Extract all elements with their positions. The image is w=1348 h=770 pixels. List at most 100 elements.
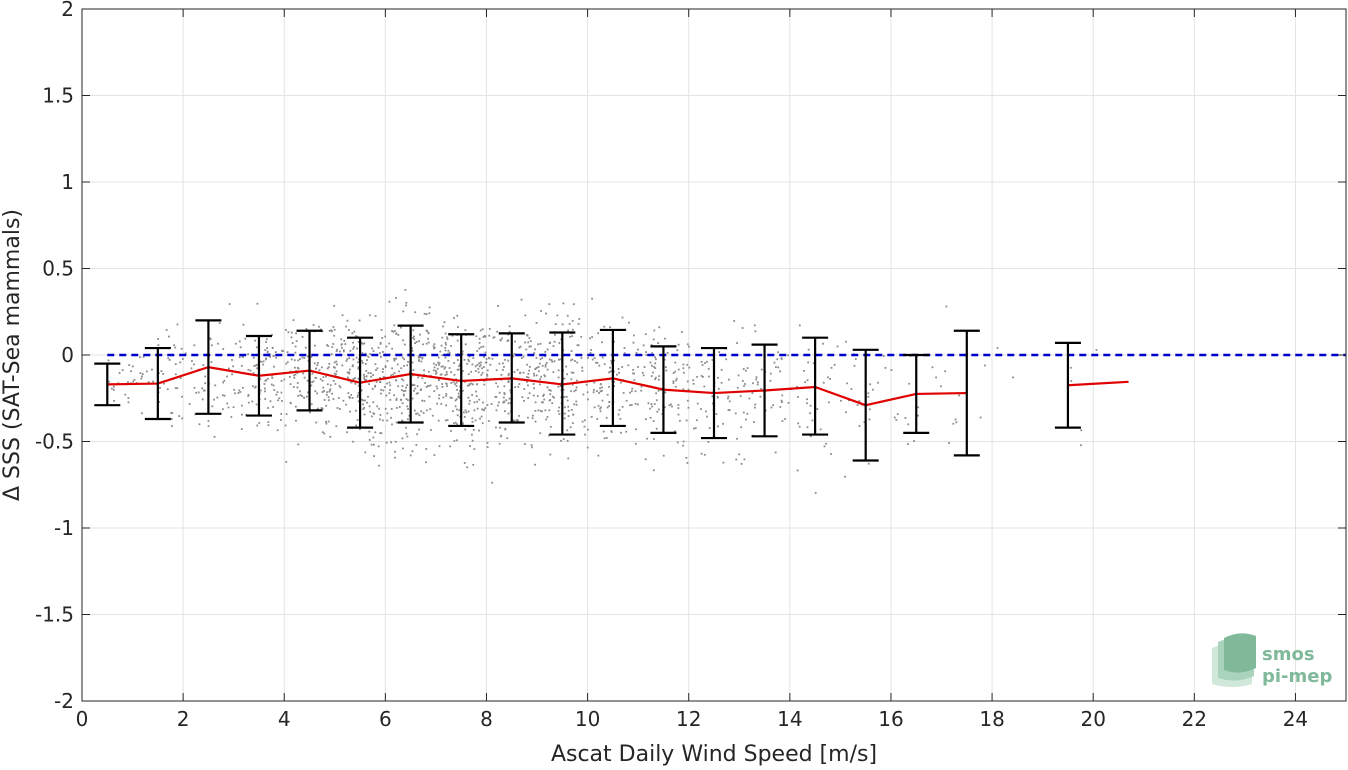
scatter-point-989 [493,336,496,339]
scatter-point-585 [372,401,375,404]
scatter-point-438 [352,440,354,443]
scatter-point-801 [448,367,451,369]
scatter-point-1592 [780,399,783,402]
scatter-point-1270 [609,366,611,369]
scatter-point-488 [388,392,391,395]
scatter-point-32 [142,356,145,358]
scatter-point-390 [335,425,338,428]
scatter-point-1181 [537,370,540,373]
scatter-point-70 [176,387,179,390]
scatter-point-324 [348,372,350,375]
scatter-point-1207 [571,328,574,331]
scatter-point-143 [247,353,250,356]
scatter-point-1457 [662,454,665,457]
scatter-point-1496 [702,375,704,378]
scatter-point-152 [221,394,224,397]
scatter-point-1165 [515,419,518,422]
scatter-point-1343 [658,375,661,378]
scatter-point-1115 [512,355,515,357]
scatter-point-619 [374,363,377,366]
scatter-point-855 [471,363,474,366]
scatter-point-626 [363,413,366,416]
scatter-point-1030 [545,362,548,364]
scatter-point-1305 [586,391,589,394]
scatter-point-797 [452,381,455,383]
scatter-point-281 [353,345,356,348]
scatter-point-743 [445,393,448,395]
scatter-point-902 [470,370,473,373]
scatter-point-42 [168,359,171,361]
scatter-point-848 [442,365,444,368]
scatter-point-328 [353,330,356,333]
scatter-point-750 [453,317,455,319]
scatter-point-146 [208,337,211,340]
scatter-point-1026 [498,391,501,394]
scatter-point-189 [263,383,266,385]
scatter-point-1598 [772,404,775,407]
scatter-point-1570 [781,401,784,403]
scatter-point-1565 [811,419,814,422]
scatter-point-1493 [671,405,673,408]
scatter-point-1630 [822,381,825,384]
scatter-point-470 [405,304,407,307]
scatter-point-1591 [802,369,805,372]
scatter-point-1145 [524,341,526,344]
scatter-point-1346 [617,413,620,416]
scatter-point-187 [295,332,298,335]
scatter-point-887 [508,325,511,328]
scatter-point-1658 [917,414,919,417]
scatter-point-427 [325,375,327,378]
scatter-point-53 [162,373,165,375]
scatter-point-746 [418,333,421,336]
scatter-point-439 [317,361,319,364]
scatter-point-1018 [486,374,489,377]
scatter-point-323 [309,411,311,414]
scatter-point-1414 [625,430,628,433]
scatter-point-908 [495,369,498,372]
scatter-point-1622 [845,411,847,414]
scatter-point-641 [379,352,381,354]
scatter-point-373 [328,362,331,365]
scatter-point-80 [166,388,169,391]
scatter-point-1626 [833,363,836,366]
scatter-point-1114 [530,444,533,447]
scatter-point-628 [379,432,382,434]
scatter-point-1603 [781,420,784,422]
scatter-point-811 [431,414,434,417]
scatter-point-1169 [546,386,549,389]
scatter-point-1070 [512,419,515,422]
scatter-point-690 [450,345,452,347]
scatter-point-1132 [548,342,551,345]
scatter-point-1504 [753,324,756,327]
scatter-point-1183 [541,401,543,404]
scatter-point-935 [490,403,493,405]
scatter-point-62 [176,323,179,326]
scatter-point-392 [336,407,339,409]
scatter-point-223 [271,377,274,379]
scatter-point-1095 [557,410,560,413]
scatter-point-1173 [546,348,549,351]
scatter-point-1470 [711,359,714,361]
scatter-point-937 [478,429,480,432]
scatter-point-1230 [587,428,589,431]
scatter-point-1434 [704,410,707,413]
scatter-point-632 [361,360,363,363]
scatter-point-737 [451,410,454,413]
scatter-point-305 [323,389,326,392]
scatter-point-363 [327,420,330,423]
scatter-point-1306 [566,429,569,432]
scatter-point-546 [378,464,380,467]
scatter-point-1200 [580,357,583,359]
scatter-point-711 [445,395,448,397]
scatter-point-501 [377,346,380,349]
scatter-point-536 [401,385,404,387]
scatter-point-1435 [674,385,677,388]
scatter-point-1097 [527,384,529,387]
scatter-point-448 [315,367,317,370]
scatter-point-521 [391,347,394,350]
scatter-point-1507 [752,382,754,385]
scatter-point-787 [458,409,461,412]
scatter-point-78 [167,335,170,338]
scatter-point-258 [285,362,288,365]
scatter-point-822 [438,445,441,448]
